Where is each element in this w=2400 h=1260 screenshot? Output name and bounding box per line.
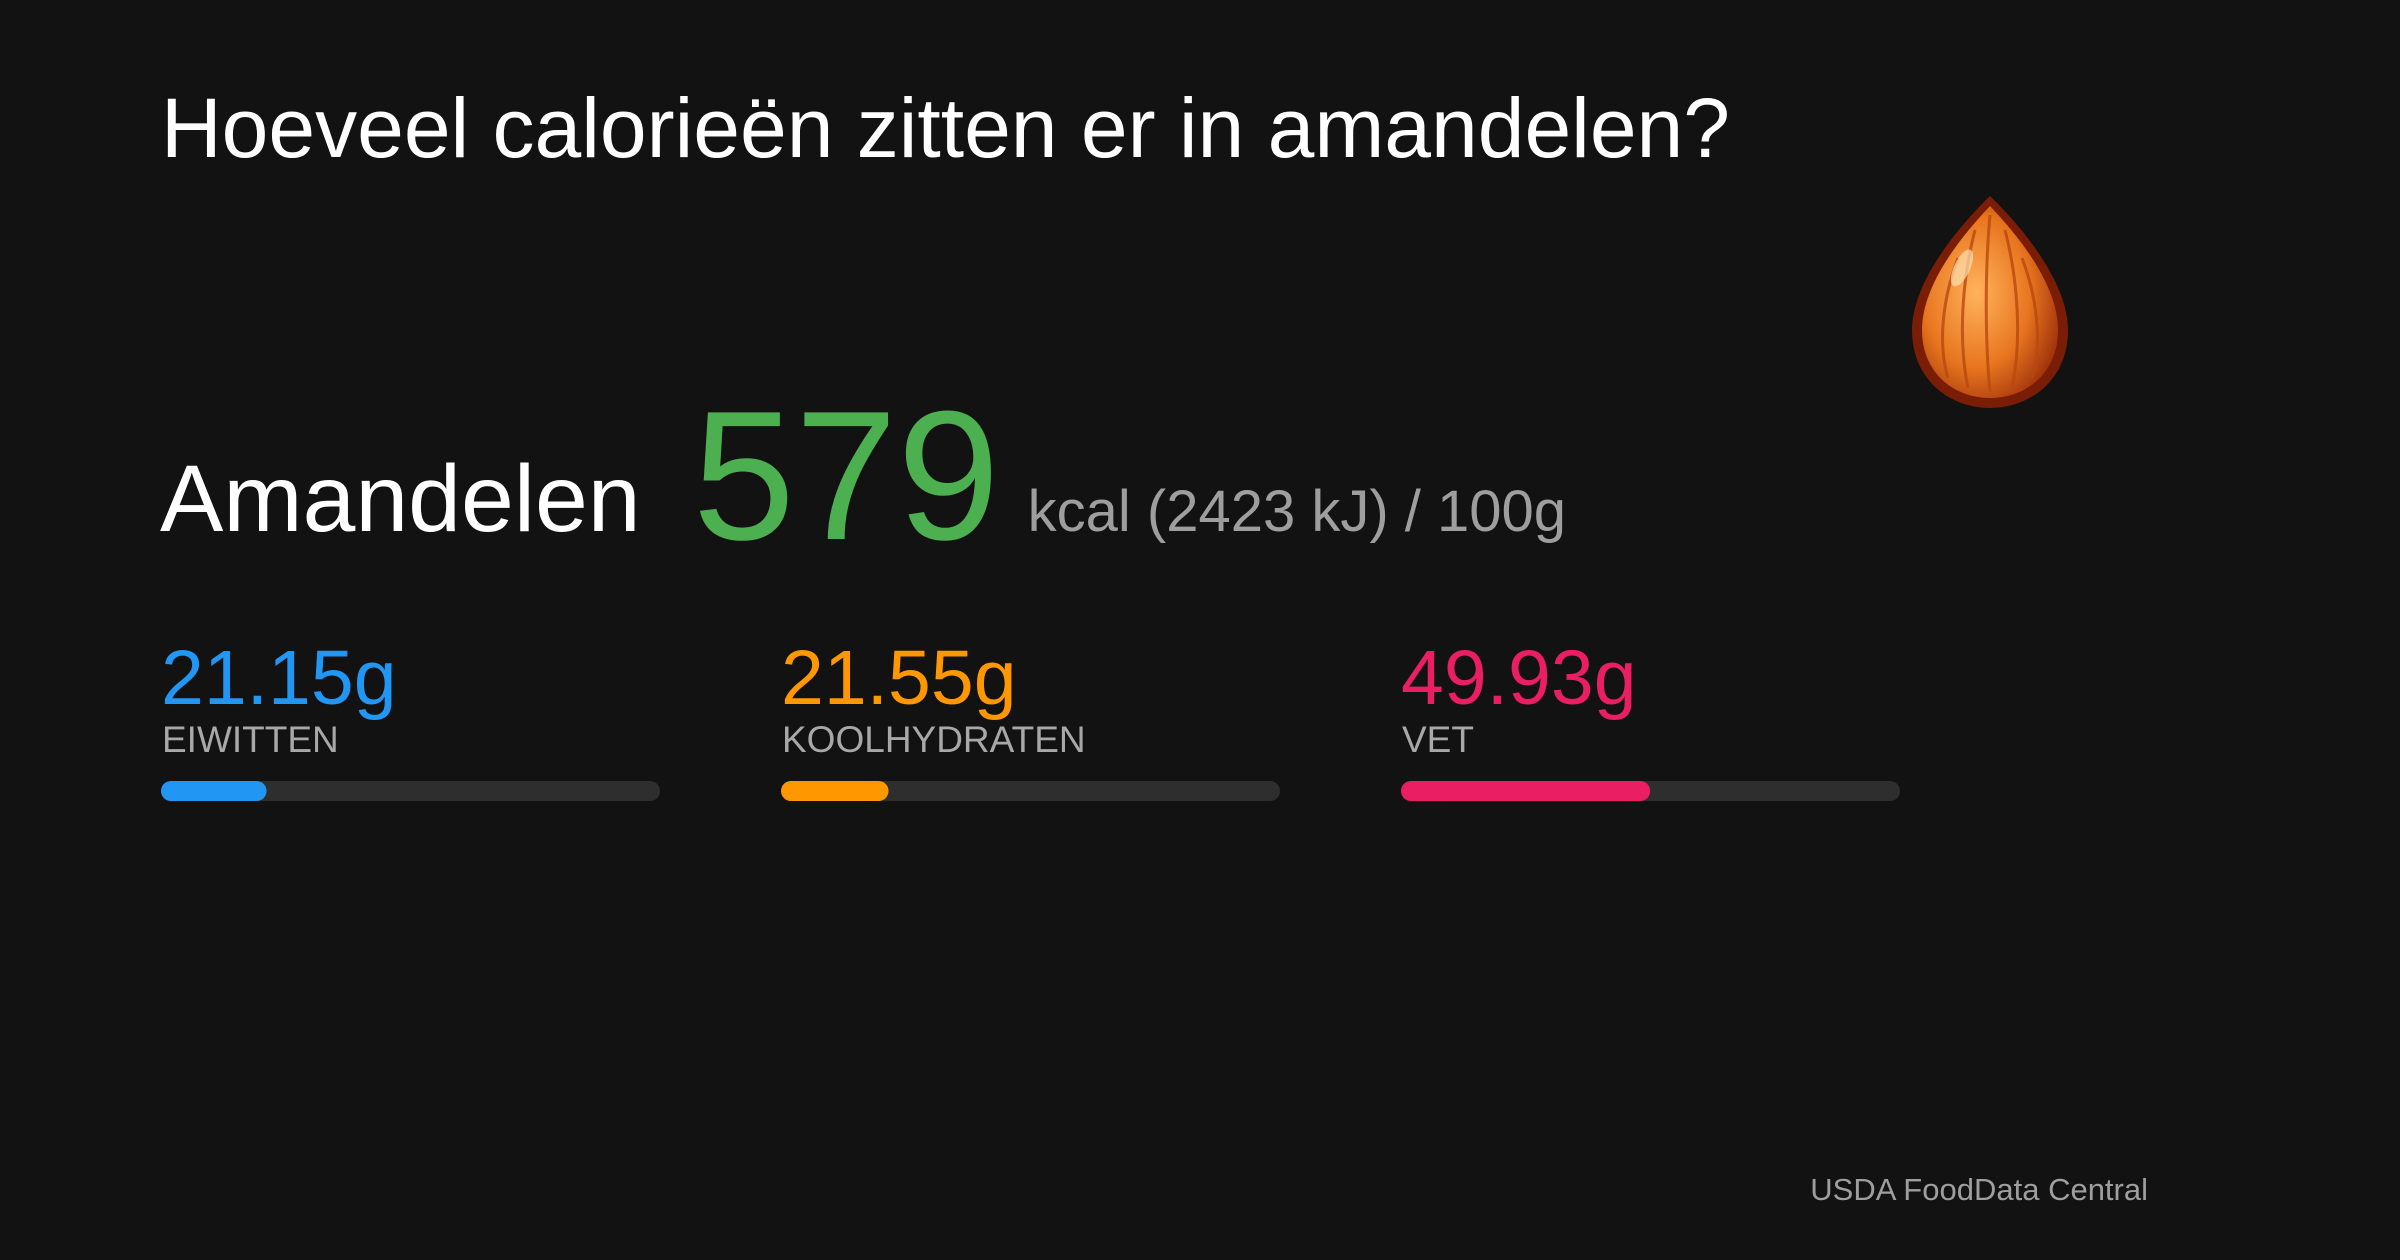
progress-bar — [161, 781, 267, 801]
progress-bar — [1401, 781, 1651, 801]
macro-label: KOOLHYDRATEN — [782, 719, 1086, 760]
almond-icon — [1912, 196, 2068, 408]
progress-track — [161, 781, 660, 801]
progress-track — [781, 781, 1280, 801]
page-title: Hoeveel calorieën zitten er in amandelen… — [161, 81, 1730, 175]
macro-label: VET — [1402, 719, 1474, 760]
calories-unit: kcal (2423 kJ) / 100g — [1028, 479, 1566, 544]
macro-value: 21.55g — [781, 635, 1017, 721]
source: USDA FoodData Central — [1810, 1172, 2148, 1207]
macro-label: EIWITTEN — [162, 719, 339, 760]
food-name: Amandelen — [160, 446, 641, 552]
progress-bar — [781, 781, 889, 801]
calories: 579 — [693, 372, 1000, 578]
macro-value: 21.15g — [161, 635, 397, 721]
macro-value: 49.93g — [1401, 635, 1637, 721]
